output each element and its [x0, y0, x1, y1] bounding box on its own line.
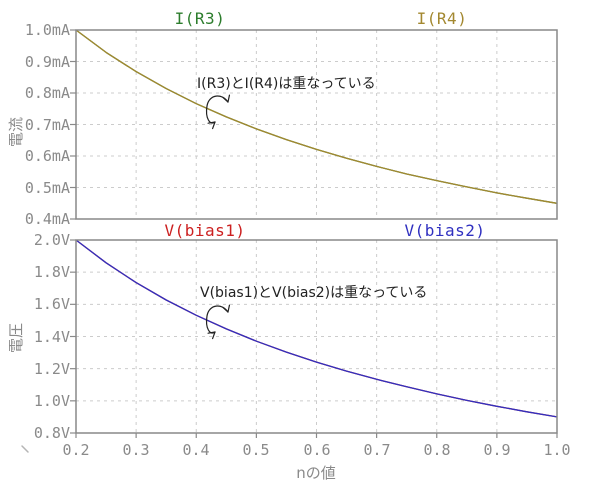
x-tick-label: 0.6	[303, 441, 331, 459]
y-tick-label: 0.4mA	[24, 210, 70, 228]
cursor-artifact-mark	[21, 445, 29, 453]
legend-vbias2: V(bias2)	[404, 221, 486, 240]
x-tick-label: 0.8	[423, 441, 451, 459]
y-tick-label: 0.9mA	[24, 53, 70, 71]
x-tick-label: 0.7	[363, 441, 391, 459]
x-axis-title: nの値	[296, 464, 336, 482]
legend-vbias1: V(bias1)	[164, 221, 246, 240]
legend-ir3: I(R3)	[174, 9, 226, 28]
legend-ir4: I(R4)	[416, 9, 468, 28]
y-tick-label: 0.8V	[33, 424, 70, 442]
y-tick-label: 0.8mA	[24, 84, 70, 102]
y-tick-label: 1.8V	[33, 263, 70, 281]
y-tick-label: 1.2V	[33, 360, 70, 378]
y-tick-label: 0.7mA	[24, 116, 70, 134]
x-tick-label: 0.2	[62, 441, 90, 459]
x-tick-label: 0.3	[122, 441, 150, 459]
x-tick-label: 0.5	[242, 441, 270, 459]
y-tick-label: 2.0V	[33, 231, 70, 249]
x-tick-label: 1.0	[543, 441, 571, 459]
y-tick-label: 1.6V	[33, 295, 70, 313]
x-tick-label: 0.9	[483, 441, 511, 459]
y-tick-label: 0.5mA	[24, 179, 70, 197]
annotation-voltages-overlap: V(bias1)とV(bias2)は重なっている	[200, 285, 428, 301]
annotation-currents-overlap: I(R3)とI(R4)は重なっている	[197, 76, 376, 92]
y-tick-label: 1.0V	[33, 392, 70, 410]
x-tick-label: 0.4	[182, 441, 210, 459]
y-tick-label: 1.0mA	[24, 21, 70, 39]
y-tick-label: 1.4V	[33, 328, 70, 346]
y-tick-label: 0.6mA	[24, 147, 70, 165]
